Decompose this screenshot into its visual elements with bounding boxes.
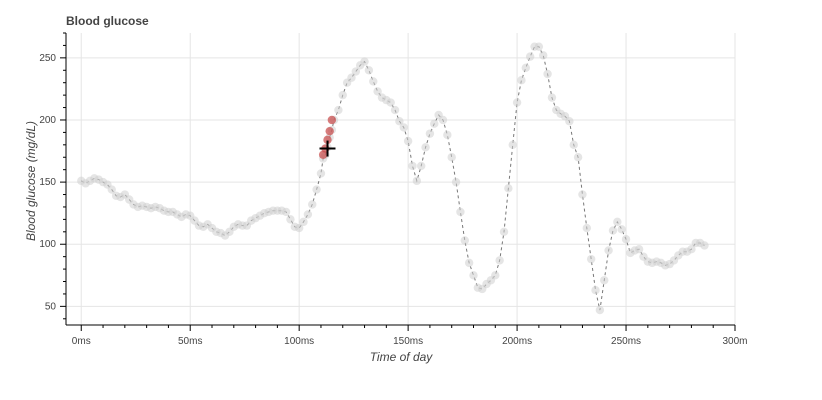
data-point[interactable] bbox=[438, 115, 448, 125]
data-point[interactable] bbox=[443, 130, 452, 140]
x-tick-label: 100ms bbox=[284, 336, 314, 347]
x-tick-label: 250ms bbox=[611, 336, 641, 347]
data-point[interactable] bbox=[403, 136, 413, 146]
points-layer[interactable] bbox=[77, 42, 709, 315]
crosshair-icon bbox=[319, 140, 336, 157]
data-point[interactable] bbox=[469, 271, 478, 280]
data-point[interactable] bbox=[539, 51, 548, 60]
y-axis-label: Blood glucose (mg/dL) bbox=[24, 121, 38, 241]
data-point[interactable] bbox=[312, 185, 321, 194]
data-point[interactable] bbox=[591, 286, 600, 295]
data-point[interactable] bbox=[595, 305, 605, 315]
selected-data-point[interactable] bbox=[325, 126, 334, 136]
data-point[interactable] bbox=[386, 98, 395, 107]
y-tick-label: 250 bbox=[39, 53, 56, 64]
data-point[interactable] bbox=[399, 123, 408, 132]
data-point[interactable] bbox=[578, 190, 587, 199]
data-point[interactable] bbox=[417, 161, 426, 171]
data-point[interactable] bbox=[582, 223, 592, 233]
x-tick-label: 50ms bbox=[178, 336, 202, 347]
data-point[interactable] bbox=[451, 177, 461, 187]
data-point[interactable] bbox=[700, 241, 709, 250]
data-point[interactable] bbox=[334, 105, 343, 115]
x-tick-label: 0ms bbox=[72, 336, 91, 347]
data-point[interactable] bbox=[491, 271, 500, 280]
data-point[interactable] bbox=[617, 225, 626, 234]
data-point[interactable] bbox=[338, 90, 347, 100]
data-point[interactable] bbox=[573, 153, 583, 162]
series-line bbox=[81, 46, 705, 311]
data-point[interactable] bbox=[460, 236, 469, 245]
data-point[interactable] bbox=[412, 176, 422, 186]
data-point[interactable] bbox=[447, 153, 456, 162]
data-point[interactable] bbox=[534, 42, 544, 51]
data-point[interactable] bbox=[499, 227, 509, 237]
data-point[interactable] bbox=[425, 129, 435, 138]
data-point[interactable] bbox=[508, 140, 517, 150]
x-tick-label: 200ms bbox=[502, 336, 532, 347]
axes-layer: 0ms 50ms 100ms 150ms 200ms 250ms 300m 50 100 150 2… bbox=[39, 32, 748, 347]
data-point[interactable] bbox=[600, 276, 609, 285]
data-point[interactable] bbox=[521, 63, 530, 72]
data-point[interactable] bbox=[369, 77, 378, 86]
data-point[interactable] bbox=[373, 87, 382, 96]
data-point[interactable] bbox=[364, 66, 374, 75]
data-point[interactable] bbox=[543, 69, 552, 79]
data-point[interactable] bbox=[608, 226, 618, 235]
data-point[interactable] bbox=[456, 207, 465, 217]
data-point[interactable] bbox=[286, 215, 295, 224]
data-point[interactable] bbox=[395, 117, 404, 126]
data-point[interactable] bbox=[316, 169, 326, 178]
data-point[interactable] bbox=[107, 185, 116, 194]
selected-data-point[interactable] bbox=[323, 135, 332, 145]
data-point[interactable] bbox=[464, 258, 474, 268]
x-tick-label: 300m bbox=[722, 336, 747, 347]
y-tick-label: 150 bbox=[39, 177, 56, 188]
data-point[interactable] bbox=[347, 73, 356, 82]
data-point[interactable] bbox=[512, 98, 522, 107]
x-axis-label: Time of day bbox=[370, 350, 434, 364]
data-point[interactable] bbox=[613, 217, 622, 227]
data-point[interactable] bbox=[308, 200, 317, 209]
data-point[interactable] bbox=[517, 76, 526, 85]
x-tick-label: 150ms bbox=[393, 336, 423, 347]
data-point[interactable] bbox=[687, 245, 696, 254]
selected-data-point[interactable] bbox=[327, 115, 337, 125]
data-point[interactable] bbox=[569, 140, 578, 150]
data-point[interactable] bbox=[621, 235, 631, 244]
data-point[interactable] bbox=[604, 246, 613, 255]
y-tick-label: 50 bbox=[45, 301, 57, 312]
data-point[interactable] bbox=[294, 223, 304, 233]
data-point[interactable] bbox=[430, 119, 439, 128]
data-point[interactable] bbox=[634, 245, 644, 254]
data-point[interactable] bbox=[525, 52, 535, 61]
data-point[interactable] bbox=[504, 184, 513, 193]
data-point[interactable] bbox=[360, 57, 369, 66]
data-point[interactable] bbox=[281, 207, 291, 217]
data-point[interactable] bbox=[586, 254, 596, 264]
data-point[interactable] bbox=[495, 256, 504, 265]
chart-title: Blood glucose bbox=[66, 14, 149, 28]
data-point[interactable] bbox=[303, 210, 313, 219]
data-point[interactable] bbox=[390, 105, 400, 115]
data-point[interactable] bbox=[351, 67, 361, 76]
data-point[interactable] bbox=[421, 143, 430, 152]
data-point[interactable] bbox=[565, 117, 574, 126]
data-point[interactable] bbox=[408, 161, 417, 171]
y-tick-label: 100 bbox=[39, 239, 56, 250]
data-point[interactable] bbox=[547, 93, 557, 102]
y-tick-label: 200 bbox=[39, 115, 56, 126]
data-point[interactable] bbox=[299, 217, 308, 227]
grid-layer bbox=[66, 33, 736, 325]
